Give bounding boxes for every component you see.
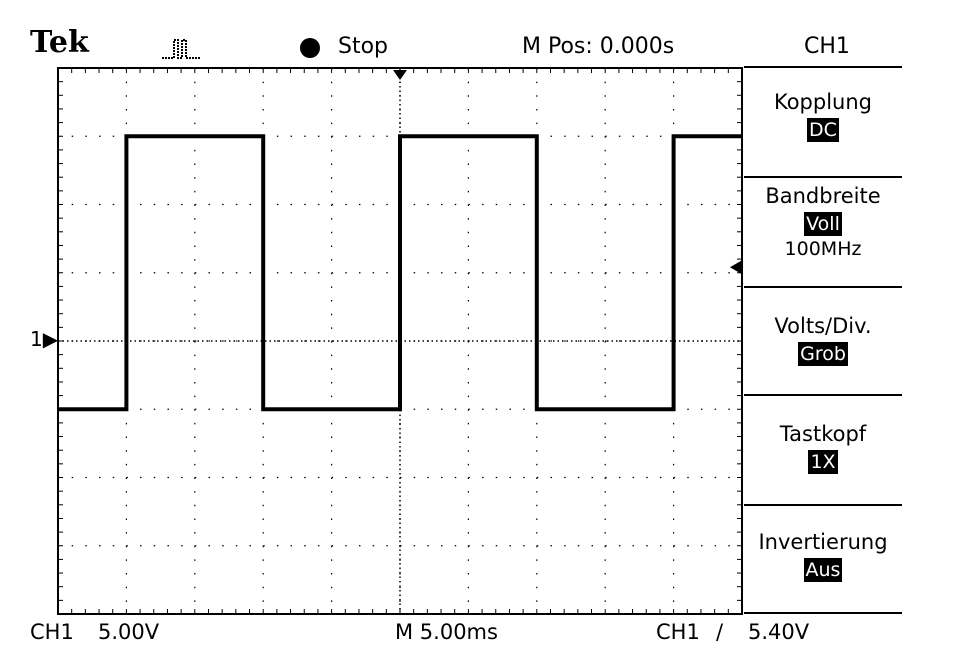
menu-item-label: Volts/Div. xyxy=(744,312,902,340)
menu-item-extra: 100MHz xyxy=(744,236,902,262)
menu-item-value: Grob xyxy=(798,342,848,366)
menu-item-volts-div[interactable]: Volts/Div. Grob xyxy=(744,312,902,366)
volts-per-div-readout: 5.00V xyxy=(98,618,159,646)
menu-item-bandbreite[interactable]: Bandbreite Voll 100MHz xyxy=(744,182,902,262)
menu-item-value: Voll xyxy=(804,212,842,236)
menu-item-label: Bandbreite xyxy=(744,182,902,210)
menu-divider xyxy=(744,66,902,68)
menu-item-value: Aus xyxy=(804,558,843,582)
menu-item-label: Invertierung xyxy=(744,528,902,556)
menu-item-label: Kopplung xyxy=(744,88,902,116)
menu-item-kopplung[interactable]: Kopplung DC xyxy=(744,88,902,142)
time-per-div-readout: M 5.00ms xyxy=(395,618,498,646)
menu-divider xyxy=(744,612,902,614)
menu-divider xyxy=(744,504,902,506)
trigger-slope-icon: / xyxy=(716,618,723,646)
menu-item-value: DC xyxy=(807,118,839,142)
trigger-position-icon xyxy=(393,70,407,80)
menu-item-value: 1X xyxy=(808,450,837,474)
menu-item-invertierung[interactable]: Invertierung Aus xyxy=(744,528,902,582)
trigger-level-icon xyxy=(730,260,742,274)
menu-item-tastkopf[interactable]: Tastkopf 1X xyxy=(744,420,902,474)
menu-divider xyxy=(744,176,902,178)
ch1-waveform-trace xyxy=(58,136,742,409)
menu-divider xyxy=(744,394,902,396)
channel-label: CH1 xyxy=(30,618,74,646)
menu-divider xyxy=(744,286,902,288)
menu-item-label: Tastkopf xyxy=(744,420,902,448)
trigger-level-readout: 5.40V xyxy=(748,618,809,646)
channel-ground-marker: 1▶ xyxy=(30,325,58,353)
display-markers xyxy=(393,70,742,274)
trigger-source-label: CH1 xyxy=(656,618,700,646)
